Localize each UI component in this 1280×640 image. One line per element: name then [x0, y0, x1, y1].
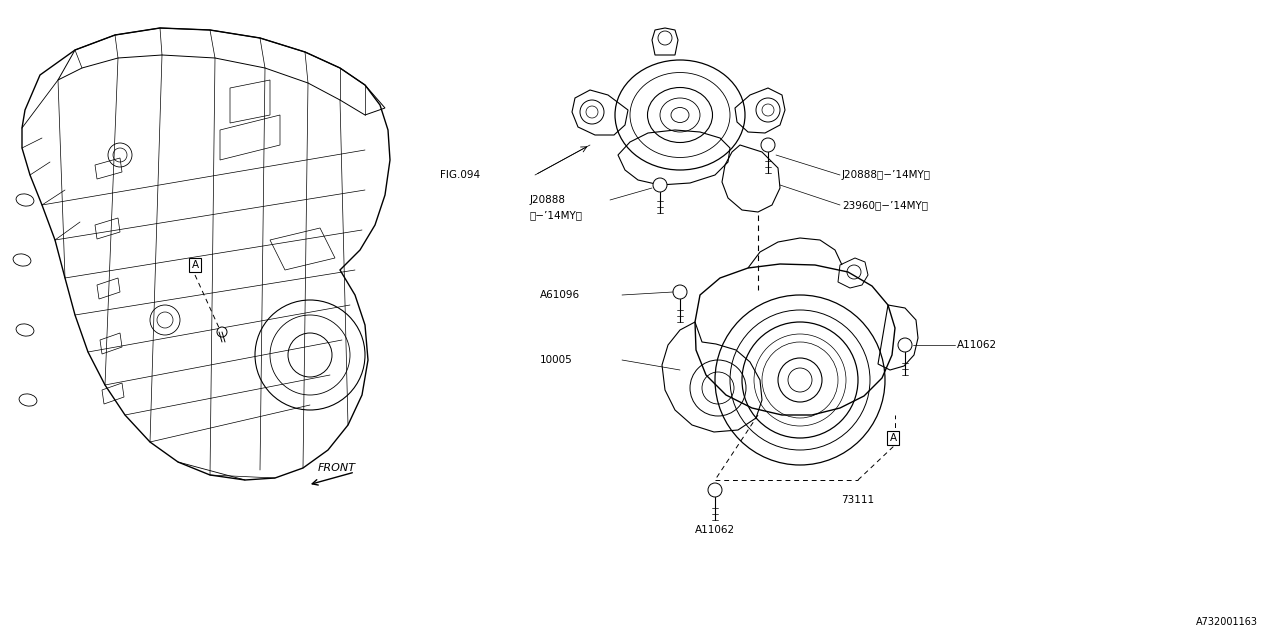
Circle shape	[762, 138, 774, 152]
Circle shape	[673, 285, 687, 299]
Text: A11062: A11062	[957, 340, 997, 350]
Text: J20888（−’14MY）: J20888（−’14MY）	[842, 170, 931, 180]
Text: A: A	[890, 433, 896, 443]
Text: J20888: J20888	[530, 195, 566, 205]
Text: 10005: 10005	[540, 355, 572, 365]
Text: A732001163: A732001163	[1196, 617, 1258, 627]
Text: （−’14MY）: （−’14MY）	[530, 210, 582, 220]
Text: 73111: 73111	[841, 495, 874, 505]
Text: FIG.094: FIG.094	[440, 170, 480, 180]
Text: A61096: A61096	[540, 290, 580, 300]
Text: 23960（−’14MY）: 23960（−’14MY）	[842, 200, 928, 210]
Text: A11062: A11062	[695, 525, 735, 535]
Circle shape	[899, 338, 911, 352]
Circle shape	[708, 483, 722, 497]
Text: FRONT: FRONT	[317, 463, 356, 473]
Text: A: A	[192, 260, 198, 270]
Circle shape	[653, 178, 667, 192]
Circle shape	[218, 327, 227, 337]
